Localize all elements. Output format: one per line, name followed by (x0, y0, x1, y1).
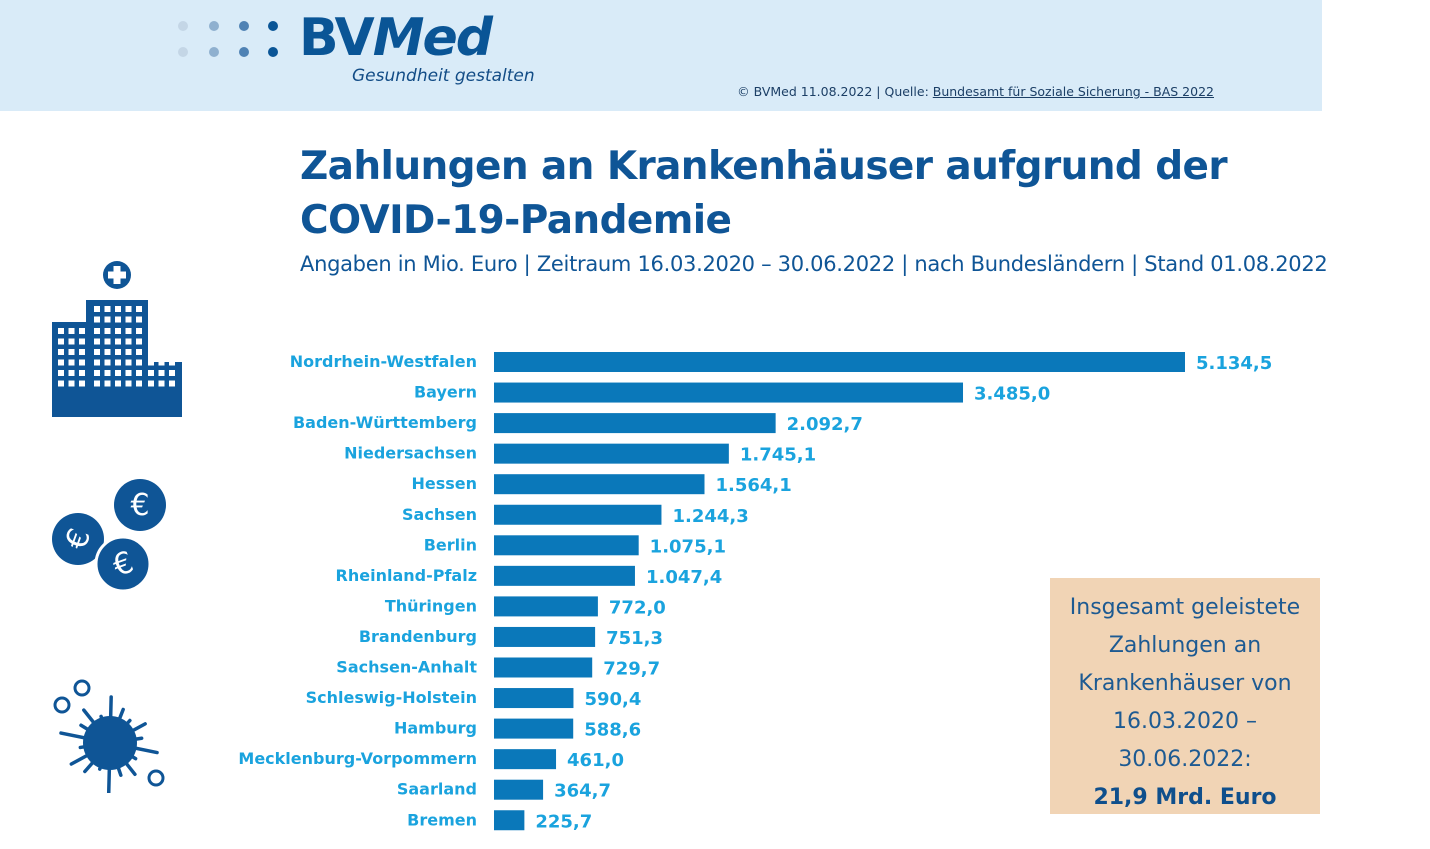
header-banner: BVMed Gesundheit gestalten © BVMed 11.08… (0, 0, 1322, 111)
euro-coins-icon: € € € (52, 479, 166, 592)
bar-schleswig-holstein (494, 688, 574, 709)
value-label: 588,6 (584, 720, 641, 741)
chart-subtitle: Angaben in Mio. Euro | Zeitraum 16.03.20… (300, 252, 1328, 276)
category-label: Nordrhein-Westfalen (290, 352, 477, 371)
category-label: Saarland (397, 780, 477, 799)
virus-icon (53, 679, 165, 793)
value-label: 1.564,1 (715, 475, 791, 496)
value-label: 364,7 (554, 781, 611, 802)
category-label: Bremen (407, 810, 477, 829)
category-label: Thüringen (385, 596, 477, 615)
bar-hamburg (494, 718, 574, 739)
category-label: Rheinland-Pfalz (336, 566, 477, 585)
logo-tagline: Gesundheit gestalten (352, 66, 535, 86)
value-label: 3.485,0 (974, 384, 1050, 405)
value-label: 1.745,1 (740, 445, 816, 466)
hospital-building-icon (52, 261, 182, 417)
bar-mecklenburg-vorpommern (494, 749, 557, 770)
total-text-line: 16.03.2020 – (1113, 709, 1257, 734)
category-label: Schleswig-Holstein (306, 688, 477, 707)
category-label: Sachsen-Anhalt (336, 658, 477, 677)
value-label: 1.244,3 (672, 506, 748, 527)
logo-med: Med (372, 8, 493, 68)
logo: BVMed (299, 8, 493, 68)
category-label: Baden-Württemberg (293, 413, 477, 432)
category-label: Mecklenburg-Vorpommern (238, 749, 477, 768)
bar-rheinland-pfalz (494, 565, 635, 586)
bar-thüringen (494, 596, 598, 617)
source-link[interactable]: Bundesamt für Soziale Sicherung - BAS 20… (932, 84, 1214, 99)
value-label: 461,0 (567, 750, 624, 771)
total-summary-box: Insgesamt geleistete Zahlungen an Kranke… (1050, 578, 1320, 814)
category-label: Bayern (414, 383, 477, 402)
logo-bv: BV (299, 8, 375, 68)
bar-niedersachsen (494, 443, 729, 464)
value-label: 5.134,5 (1196, 353, 1272, 374)
value-label: 1.075,1 (650, 536, 726, 557)
bar-nordrhein-westfalen (494, 352, 1185, 372)
bar-brandenburg (494, 626, 596, 647)
total-text-line: Krankenhäuser von (1078, 671, 1292, 696)
svg-text:€: € (130, 488, 149, 523)
bar-berlin (494, 535, 639, 556)
category-label: Hamburg (394, 719, 477, 738)
total-text-line: Zahlungen an (1108, 633, 1262, 658)
value-label: 772,0 (609, 597, 666, 618)
bar-saarland (494, 779, 544, 800)
total-value: 21,9 Mrd. Euro (1093, 785, 1277, 810)
chart-title: Zahlungen an Krankenhäuser aufgrund der … (300, 144, 1228, 243)
category-label: Niedersachsen (344, 444, 477, 463)
bar-bremen (494, 810, 525, 831)
bar-sachsen (494, 504, 662, 525)
bar-bayern (494, 382, 964, 403)
value-label: 751,3 (606, 628, 663, 649)
category-label: Hessen (411, 474, 477, 493)
source-credit: © BVMed 11.08.2022 | Quelle: Bundesamt f… (737, 84, 1214, 99)
bar-sachsen-anhalt (494, 657, 593, 678)
value-label: 1.047,4 (646, 567, 722, 588)
bar-hessen (494, 474, 705, 495)
bar-baden-württemberg (494, 413, 776, 434)
value-label: 225,7 (535, 811, 592, 832)
total-text-line: 30.06.2022: (1118, 747, 1252, 772)
logo-dots-icon (178, 17, 288, 61)
category-label: Brandenburg (359, 627, 477, 646)
category-label: Berlin (424, 535, 477, 554)
value-label: 590,4 (584, 689, 641, 710)
source-prefix: © BVMed 11.08.2022 | Quelle: (737, 84, 933, 99)
value-label: 729,7 (603, 659, 660, 680)
category-label: Sachsen (402, 505, 477, 524)
value-label: 2.092,7 (787, 414, 863, 435)
total-text-line: Insgesamt geleistete (1069, 595, 1301, 620)
